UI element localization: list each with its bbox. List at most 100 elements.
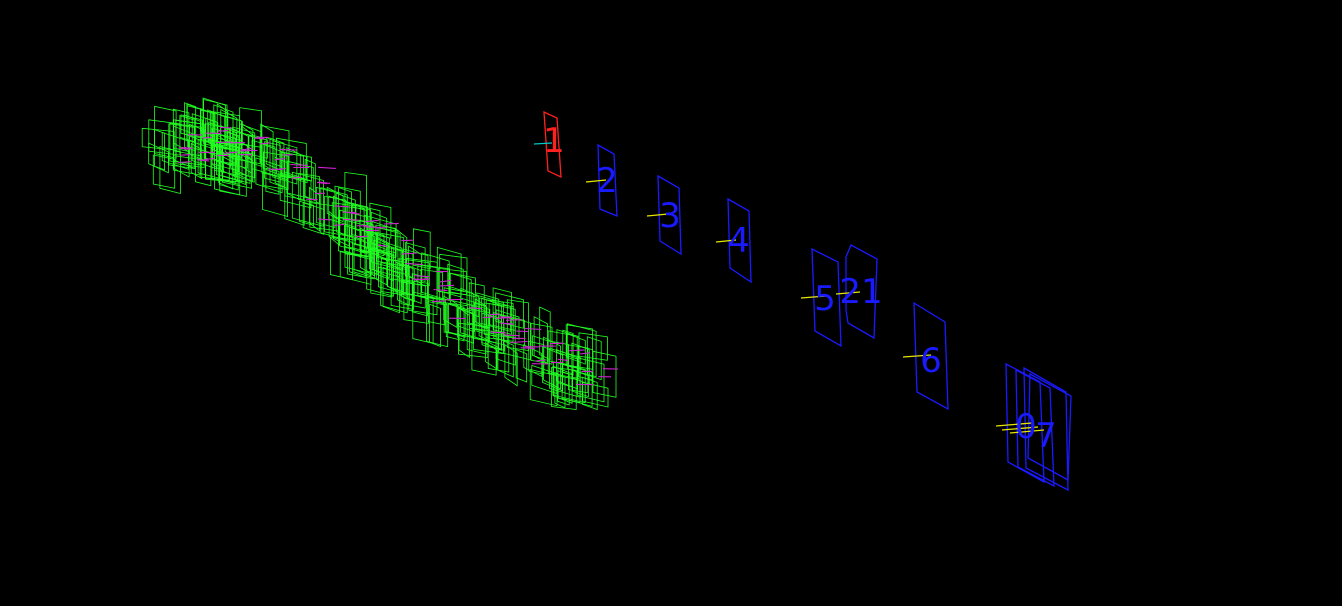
keyframe-label: 21	[839, 272, 882, 312]
camera-axis	[334, 205, 350, 208]
camera-axis	[203, 157, 215, 161]
camera-frustum	[529, 368, 558, 407]
keyframe-frustum	[597, 143, 618, 217]
camera-frustum	[466, 303, 491, 329]
camera-frustum	[184, 102, 197, 152]
keyframe-21[interactable]: 21	[835, 244, 883, 340]
reconstructed-camera-cluster	[141, 97, 617, 411]
camera-frustum	[586, 336, 602, 381]
keyframe-1[interactable]: 1	[533, 110, 565, 179]
keyframe-label: 0	[1015, 407, 1037, 447]
camera-axis	[557, 358, 568, 361]
camera-frustum	[204, 140, 237, 183]
keyframe-2[interactable]: 2	[585, 143, 618, 217]
keyframe-frustum	[1027, 372, 1072, 482]
camera-frustum	[344, 219, 373, 275]
camera-axis	[201, 136, 213, 139]
camera-frustum	[203, 98, 228, 150]
keyframe-frustum	[657, 174, 682, 256]
camera-axis	[259, 142, 271, 145]
camera-frustum	[397, 261, 410, 306]
keyframe-3[interactable]: 3	[646, 174, 682, 256]
camera-axis	[535, 359, 547, 362]
keyframe-axis	[715, 239, 737, 243]
keyframe-cluster-0-7[interactable]: 0 7	[995, 362, 1072, 492]
camera-axis	[355, 235, 368, 238]
keyframe-axis	[800, 295, 827, 299]
camera-frustum	[553, 361, 586, 404]
camera-frustum	[235, 151, 253, 183]
camera-frustum	[412, 291, 434, 344]
camera-axis	[317, 218, 331, 221]
keyframe-label: 5	[814, 279, 836, 319]
keyframe-label: 2	[596, 161, 618, 201]
keyframe-frustum	[1023, 366, 1069, 492]
camera-axis	[432, 300, 446, 303]
camera-axis	[433, 288, 448, 292]
keyframe-label: 4	[728, 221, 750, 261]
camera-frustum	[402, 248, 429, 300]
keyframe-6[interactable]: 6	[902, 301, 949, 411]
camera-frustum	[447, 263, 464, 292]
keyframe-axis	[1009, 429, 1045, 434]
camera-axis	[383, 222, 399, 225]
camera-axis	[414, 278, 429, 281]
camera-axis	[318, 181, 331, 184]
camera-frustum	[299, 200, 314, 226]
camera-frustum	[262, 172, 289, 218]
keyframe-frustum	[727, 197, 752, 284]
camera-frustum	[218, 151, 234, 190]
camera-frustum	[578, 332, 608, 361]
camera-frustum	[190, 142, 203, 180]
camera-frustum	[326, 186, 344, 223]
keyframe-label: 6	[920, 341, 942, 381]
camera-frustum	[426, 298, 449, 348]
camera-axis	[342, 211, 356, 214]
camera-axis	[177, 161, 192, 164]
camera-frustum	[339, 251, 372, 285]
camera-frustum	[406, 264, 422, 304]
camera-frustum	[473, 302, 488, 330]
camera-axis	[488, 313, 501, 316]
camera-frustum	[554, 371, 566, 409]
camera-axis	[180, 154, 191, 156]
keyframe-4[interactable]: 4	[715, 197, 752, 284]
camera-frustum	[232, 131, 261, 165]
camera-axis	[377, 244, 388, 247]
camera-axis	[499, 322, 514, 325]
camera-frustum	[331, 202, 357, 241]
camera-axis	[343, 218, 360, 221]
camera-frustum	[404, 242, 426, 283]
camera-frustum	[380, 261, 408, 314]
camera-frustum	[281, 148, 308, 184]
camera-frustum	[572, 369, 589, 398]
camera-frustum	[168, 123, 195, 169]
camera-frustum	[474, 294, 505, 346]
keyframe-frustum	[845, 244, 878, 340]
camera-frustum	[561, 363, 593, 407]
keyframe-frustum	[811, 247, 842, 348]
camera-frustum	[390, 246, 414, 296]
camera-axis-markers	[177, 126, 619, 386]
camera-axis	[240, 147, 253, 151]
camera-frustum	[458, 307, 470, 359]
camera-frustum	[353, 237, 371, 277]
keyframe-5[interactable]: 5	[800, 247, 842, 348]
camera-axis	[268, 168, 283, 171]
keyframe-frustum	[1015, 368, 1055, 488]
camera-axis	[364, 219, 380, 223]
camera-frustum	[269, 137, 285, 188]
camera-frustum	[485, 342, 498, 370]
camera-frustum	[221, 147, 253, 189]
camera-frustum	[359, 227, 375, 277]
camera-frustum	[366, 246, 394, 297]
camera-frustum	[495, 292, 524, 329]
camera-frustum	[154, 129, 166, 171]
camera-frustum	[220, 108, 238, 165]
camera-axis	[350, 212, 361, 215]
camera-frustum	[347, 252, 375, 280]
camera-axis	[401, 239, 414, 242]
camera-frustum	[302, 202, 325, 235]
keyframe-label: 3	[659, 196, 681, 236]
